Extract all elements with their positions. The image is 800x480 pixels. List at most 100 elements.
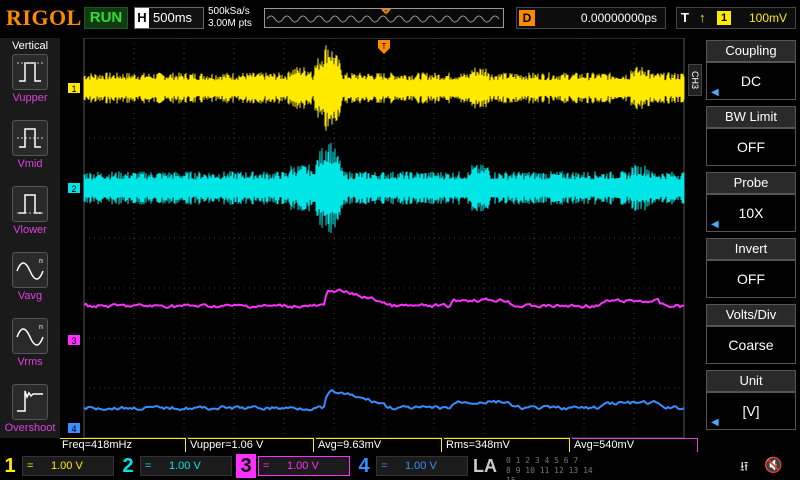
brand-logo: RIGOL: [6, 5, 82, 30]
channel-2-status[interactable]: 2 = 1.00 V: [118, 454, 234, 478]
measure-label: Vupper: [12, 92, 48, 104]
measure-vlower[interactable]: Vlower: [0, 186, 60, 250]
measurement-rms[interactable]: Rms=348mV: [444, 438, 570, 452]
menu-bw-limit[interactable]: BW Limit OFF: [706, 106, 796, 170]
ch4-marker: 4: [68, 423, 80, 434]
measurement-bar: Freq=418mHz Vupper=1.06 V Avg=9.63mV Rms…: [60, 438, 700, 452]
measure-label: Overshoot: [4, 422, 56, 434]
ch1-trace: [83, 45, 685, 131]
measure-vrms[interactable]: n Vrms: [0, 318, 60, 382]
menu-value: Coarse: [706, 326, 796, 364]
trigger-label: T: [681, 10, 689, 25]
ch3-marker: 3: [68, 335, 80, 346]
sidebar-title: Vertical: [11, 40, 49, 52]
chevron-left-icon: ◀: [711, 219, 719, 230]
menu-header: Unit: [706, 370, 796, 392]
delay-value: 0.00000000ps: [580, 11, 657, 25]
menu-coupling[interactable]: Coupling ◀ DC: [706, 40, 796, 104]
measure-vupper[interactable]: Vupper: [0, 54, 60, 118]
measure-vavg[interactable]: n Vavg: [0, 252, 60, 316]
channel-scale: = 1.00 V: [376, 456, 468, 476]
ch2-trace: [83, 142, 685, 234]
measure-overshoot[interactable]: Overshoot: [0, 384, 60, 448]
menu-header: Coupling: [706, 40, 796, 62]
trigger-position-marker: T: [378, 40, 390, 54]
menu-header: Probe: [706, 172, 796, 194]
dc-coupling-icon: =: [27, 460, 34, 472]
timebase-display[interactable]: H 500ms: [134, 7, 204, 29]
svg-text:n: n: [39, 324, 43, 331]
channel-1-status[interactable]: 1 = 1.00 V: [0, 454, 116, 478]
channel-number: 1: [4, 455, 16, 477]
sample-rate: 500kSa/s: [208, 6, 250, 17]
acquisition-info: 500kSa/s 3.00M pts: [208, 6, 252, 30]
overshoot-icon: [12, 384, 48, 420]
dc-coupling-icon: =: [381, 460, 388, 472]
ch1-marker: 1: [68, 83, 80, 94]
dc-coupling-icon: =: [263, 460, 270, 472]
measurement-avg[interactable]: Avg=9.63mV: [316, 438, 442, 452]
channel-3-status[interactable]: 3 = 1.00 V: [236, 454, 352, 478]
svg-text:T: T: [382, 42, 387, 51]
menu-header: Volts/Div: [706, 304, 796, 326]
timebase-value: 500ms: [153, 10, 193, 25]
channel-number: 3: [236, 454, 256, 478]
channel-4-status[interactable]: 4 = 1.00 V: [354, 454, 470, 478]
measure-label: Vavg: [17, 290, 43, 302]
menu-value: OFF: [706, 260, 796, 298]
svg-text:n: n: [39, 258, 43, 265]
horizontal-label: H: [135, 8, 149, 28]
menu-probe[interactable]: Probe ◀ 10X: [706, 172, 796, 236]
channel-menu: Coupling ◀ DC BW Limit OFF Probe ◀ 10X Inv…: [702, 38, 800, 438]
channel-number: 2: [122, 455, 134, 477]
logic-analyzer-button[interactable]: LA: [473, 456, 497, 476]
measure-vmid[interactable]: Vmid: [0, 120, 60, 184]
measure-label: Vmid: [17, 158, 43, 170]
ch4-trace: [83, 388, 685, 412]
memory-depth: 3.00M pts: [208, 18, 252, 29]
menu-unit[interactable]: Unit ◀ [V]: [706, 370, 796, 434]
menu-invert[interactable]: Invert OFF: [706, 238, 796, 302]
menu-value: OFF: [706, 128, 796, 166]
waveform-canvas: 1 2 3 4 T: [68, 37, 685, 439]
delay-label: D: [519, 10, 535, 26]
ch3-trace: [83, 288, 685, 309]
speaker-muted-icon[interactable]: 🔇: [764, 457, 783, 474]
measurement-avg-ch3[interactable]: Avg=540mV: [572, 438, 698, 452]
delay-display[interactable]: D 0.00000000ps: [516, 7, 666, 29]
trigger-display[interactable]: T ↑ 1 100mV: [676, 7, 796, 29]
memory-waveform-icon: T: [266, 9, 500, 23]
trigger-level: 100mV: [748, 11, 787, 25]
vrms-icon: n: [12, 318, 48, 354]
menu-header: Invert: [706, 238, 796, 260]
channel-markers: 1 2 3 4 T: [68, 40, 390, 434]
menu-volts-div[interactable]: Volts/Div Coarse: [706, 304, 796, 368]
channel-scale: = 1.00 V: [140, 456, 232, 476]
chevron-left-icon: ◀: [711, 417, 719, 428]
measure-label: Vlower: [13, 224, 47, 236]
waveform-display[interactable]: 1 2 3 4 T: [60, 37, 700, 439]
measurement-freq[interactable]: Freq=418mHz: [60, 438, 186, 452]
measurement-vupper[interactable]: Vupper=1.06 V: [188, 438, 314, 452]
trigger-source: 1: [717, 11, 731, 25]
svg-text:2: 2: [71, 184, 76, 194]
channel-menu-tab[interactable]: CH3: [688, 64, 702, 96]
measure-sidebar: Vertical Vupper Vmid Vlower n Vavg n Vrm…: [0, 38, 60, 438]
measure-label: Vrms: [17, 356, 43, 368]
trigger-edge-icon: ↑: [699, 10, 706, 25]
run-stop-button[interactable]: RUN: [84, 7, 128, 29]
top-status-bar: RIGOL RUN H 500ms 500kSa/s 3.00M pts T D…: [0, 0, 800, 38]
vlower-icon: [12, 186, 48, 222]
vmid-icon: [12, 120, 48, 156]
memory-overview-strip[interactable]: T: [264, 8, 504, 28]
svg-text:3: 3: [71, 336, 76, 346]
channel-scale: = 1.00 V: [22, 456, 114, 476]
vupper-icon: [12, 54, 48, 90]
svg-text:4: 4: [71, 424, 76, 434]
digital-channels-indicator: 0 1 2 3 4 5 6 7 8 9 10 11 12 13 14 15: [506, 456, 593, 480]
svg-text:1: 1: [71, 84, 76, 94]
menu-value: ◀ 10X: [706, 194, 796, 232]
channel-scale: = 1.00 V: [258, 456, 350, 476]
channel-number: 4: [358, 455, 370, 477]
usb-icon: ⭿: [740, 459, 749, 474]
